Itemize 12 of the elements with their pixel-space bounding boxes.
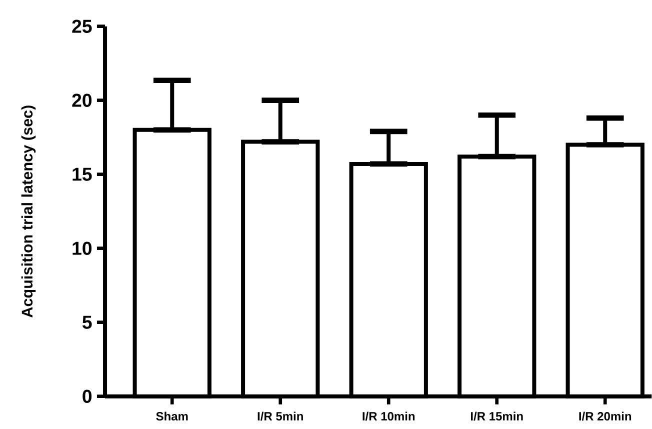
- y-tick-label: 5: [82, 316, 92, 329]
- x-tick-label: I/R 20min: [579, 412, 632, 420]
- y-tick-label: 20: [72, 94, 92, 107]
- y-tick-label: 15: [72, 168, 92, 181]
- x-tick-label: I/R 15min: [470, 412, 523, 420]
- y-tick-label: 10: [72, 242, 92, 255]
- x-tick-label: Sham: [156, 412, 188, 420]
- x-tick-label: I/R 5min: [258, 412, 303, 420]
- y-tick-label: 25: [72, 20, 92, 33]
- y-tick-label: 0: [82, 390, 92, 403]
- x-tick-label: I/R 10min: [362, 412, 415, 420]
- y-axis-title: Acquisition trial latency (sec): [21, 105, 36, 318]
